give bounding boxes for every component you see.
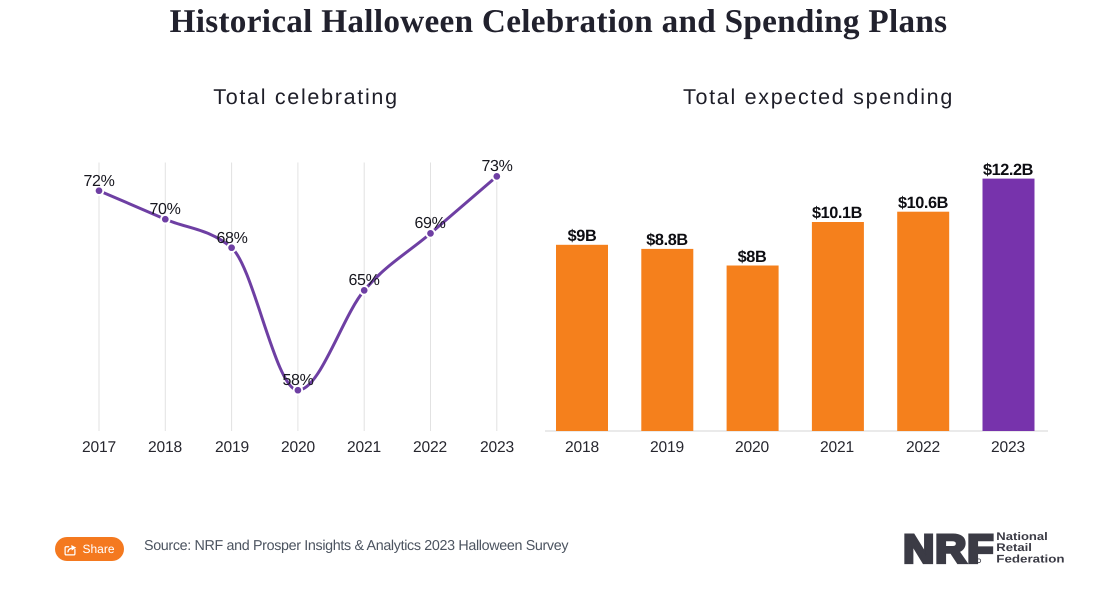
svg-text:Retail: Retail (996, 542, 1032, 554)
svg-text:Federation: Federation (996, 554, 1065, 566)
svg-text:NRF: NRF (903, 526, 994, 571)
svg-text:National: National (996, 531, 1048, 543)
